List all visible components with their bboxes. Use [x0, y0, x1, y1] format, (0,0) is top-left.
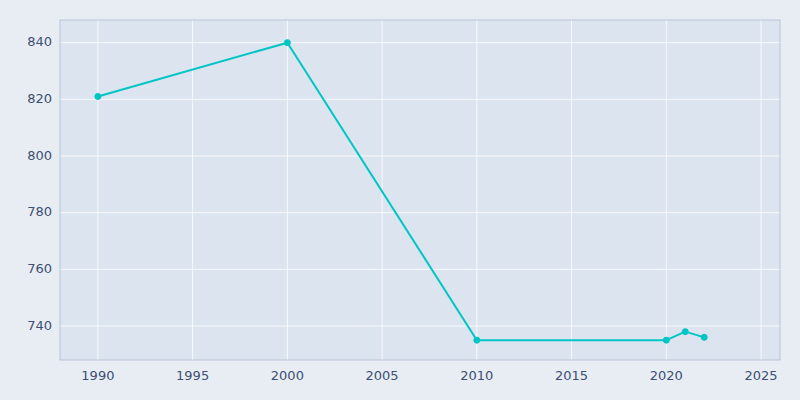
point-marker: [663, 337, 669, 343]
plot-frame: [60, 20, 780, 360]
x-grid-line: [571, 20, 572, 360]
chart-svg: 1990 1995 2000 2005 2010 2015 2020 2025 740 760 78…: [0, 0, 800, 400]
x-tick-label: 2020: [650, 368, 683, 383]
x-grid-line: [761, 20, 762, 360]
x-grid-line: [666, 20, 667, 360]
x-tick-label: 2025: [745, 368, 778, 383]
x-grid-line: [97, 20, 98, 360]
point-marker: [701, 334, 707, 340]
y-grid-line: [60, 99, 780, 100]
x-tick-label: 1995: [176, 368, 209, 383]
plot-background: [60, 20, 780, 360]
grid: [60, 20, 780, 360]
x-tick-label: 2000: [271, 368, 304, 383]
x-tick-label: 2010: [460, 368, 493, 383]
chart-container: 1990 1995 2000 2005 2010 2015 2020 2025 740 760 78…: [0, 0, 800, 400]
point-marker: [682, 329, 688, 335]
y-tick-label: 760: [27, 261, 52, 276]
y-tick-label: 740: [27, 318, 52, 333]
y-tick-label: 800: [27, 148, 52, 163]
y-grid-line: [60, 326, 780, 327]
x-tick-label: 2015: [555, 368, 588, 383]
point-marker: [95, 94, 101, 100]
y-tick-label: 780: [27, 204, 52, 219]
y-tick-label: 840: [27, 34, 52, 49]
x-grid-line: [287, 20, 288, 360]
y-grid-line: [60, 269, 780, 270]
x-tick-label: 1990: [81, 368, 114, 383]
y-grid-line: [60, 156, 780, 157]
data-layer: [95, 40, 707, 344]
x-tick-label: 2005: [366, 368, 399, 383]
x-grid-line: [476, 20, 477, 360]
point-marker: [284, 40, 290, 46]
y-grid-line: [60, 42, 780, 43]
x-grid-line: [192, 20, 193, 360]
y-grid-line: [60, 212, 780, 213]
y-tick-label: 820: [27, 91, 52, 106]
axes: 1990 1995 2000 2005 2010 2015 2020 2025 740 760 78…: [27, 34, 777, 383]
point-marker: [474, 337, 480, 343]
series-line: [98, 43, 704, 341]
